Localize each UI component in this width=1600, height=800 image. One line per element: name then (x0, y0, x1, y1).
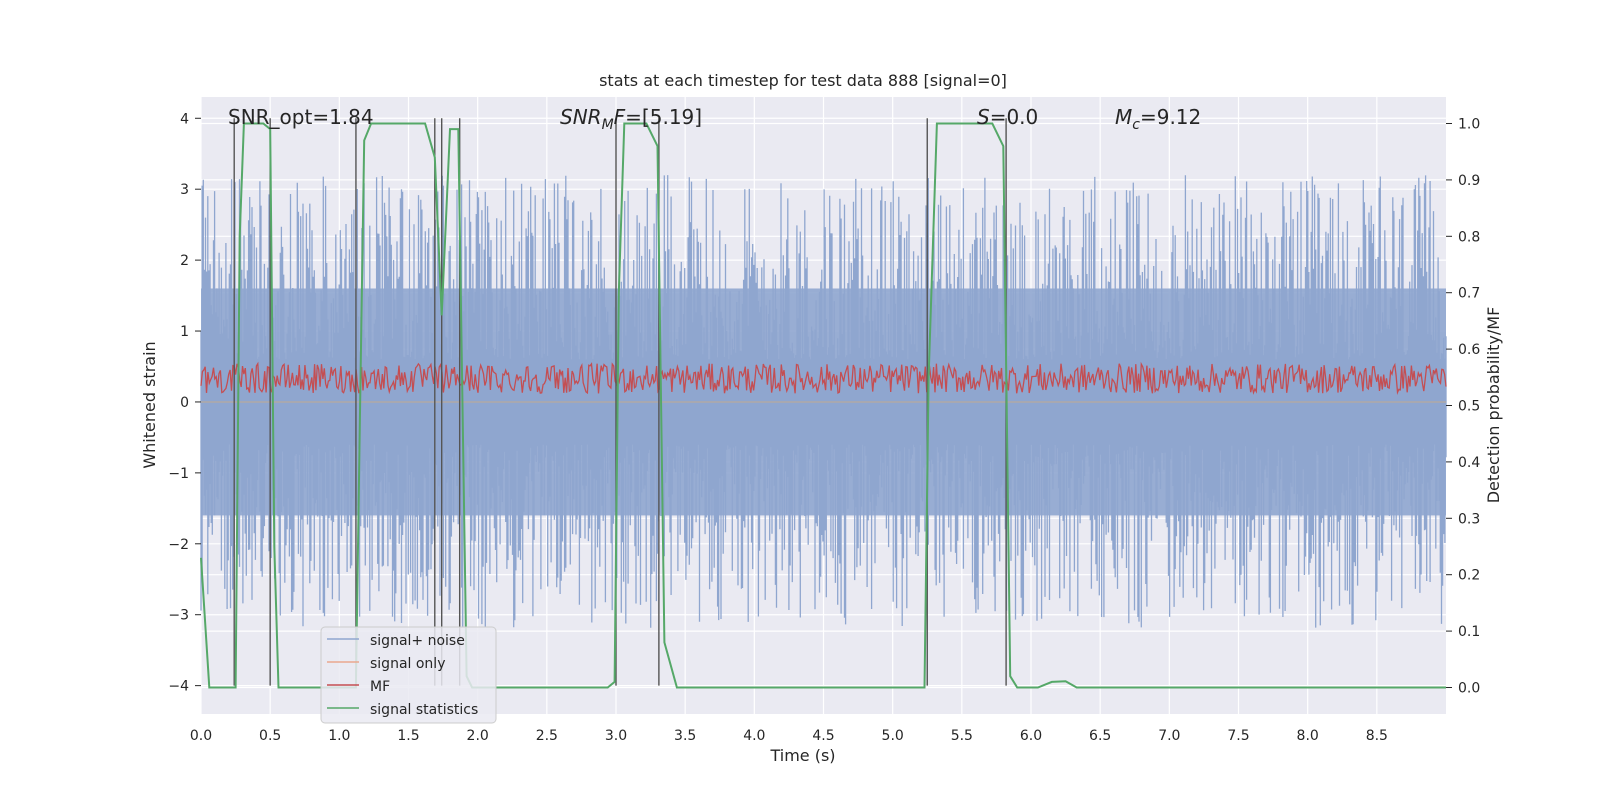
y2-tick-label: 0.7 (1458, 286, 1480, 302)
y-tick-label: 2 (180, 253, 189, 269)
x-tick-label: 5.0 (882, 728, 904, 744)
mc-subscript: c (1132, 117, 1140, 133)
x-tick-label: 0.0 (190, 728, 212, 744)
x-tick-label: 2.5 (536, 728, 558, 744)
y-tick-label: 4 (180, 111, 189, 127)
y2-tick-label: 0.8 (1458, 229, 1480, 245)
y-tick-label: 3 (180, 182, 189, 198)
s-value: =0.0 (990, 105, 1039, 129)
y-tick-label: −1 (168, 466, 189, 482)
y2-tick-label: 0.9 (1458, 173, 1480, 189)
x-tick-label: 3.5 (674, 728, 696, 744)
y-tick-label: −3 (168, 608, 189, 624)
snr-mf-symbol: SNR (560, 105, 602, 129)
snr-mf-subscript: M (602, 117, 614, 133)
x-tick-label: 2.0 (467, 728, 489, 744)
legend-label-noise: signal+ noise (370, 633, 465, 649)
legend-box (320, 626, 497, 724)
x-tick-label: 6.5 (1089, 728, 1111, 744)
x-tick-label: 3.0 (605, 728, 627, 744)
legend: signal+ noise signal only MF signal stat… (320, 626, 497, 724)
y-tick-label: −2 (168, 537, 189, 553)
x-tick-label: 4.5 (812, 728, 834, 744)
mc-value: =9.12 (1140, 105, 1201, 129)
legend-label-signal-stats: signal statistics (370, 702, 478, 718)
snr-opt-annotation: SNR_opt=1.84 (228, 105, 374, 129)
snr-mf-value: =[5.19] (625, 105, 702, 129)
y2-tick-label: 0.2 (1458, 568, 1480, 584)
y2-tick-label: 0.6 (1458, 342, 1480, 358)
x-tick-label: 4.0 (743, 728, 765, 744)
x-tick-label: 7.0 (1158, 728, 1180, 744)
y2-tick-label: 0.4 (1458, 455, 1480, 471)
legend-label-signal-only: signal only (370, 656, 445, 672)
snr-mf-annotation: SNRMF=[5.19] (560, 105, 702, 133)
y-tick-label: 1 (180, 324, 189, 340)
x-tick-label: 8.0 (1297, 728, 1319, 744)
y2-tick-label: 0.0 (1458, 680, 1480, 696)
mc-annotation: Mc=9.12 (1115, 105, 1201, 133)
y-tick-label: 0 (180, 395, 189, 411)
x-tick-label: 8.5 (1366, 728, 1388, 744)
y2-tick-label: 0.3 (1458, 511, 1480, 527)
x-axis-title: Time (s) (769, 746, 835, 765)
x-tick-label: 7.5 (1227, 728, 1249, 744)
x-tick-label: 6.0 (1020, 728, 1042, 744)
series-mf (200, 361, 1447, 395)
x-tick-label: 1.0 (328, 728, 350, 744)
legend-label-mf: MF (370, 679, 390, 695)
y2-tick-label: 0.5 (1458, 399, 1480, 415)
s-annotation: S=0.0 (977, 105, 1038, 129)
x-tick-label: 1.5 (397, 728, 419, 744)
y2-tick-label: 1.0 (1458, 117, 1480, 133)
y-tick-label: −4 (168, 679, 189, 695)
snr-mf-symbol-f: F (614, 105, 626, 129)
chart-title: stats at each timestep for test data 888… (599, 71, 1007, 90)
x-tick-label: 0.5 (259, 728, 281, 744)
s-symbol: S (977, 105, 990, 129)
x-tick-label: 5.5 (951, 728, 973, 744)
y-axis-title: Whitened strain (140, 341, 159, 468)
series-signal-statistics (200, 122, 1446, 689)
y2-axis-title: Detection probability/MF (1484, 307, 1503, 504)
mc-symbol: M (1115, 105, 1132, 129)
y2-tick-label: 0.1 (1458, 624, 1480, 640)
